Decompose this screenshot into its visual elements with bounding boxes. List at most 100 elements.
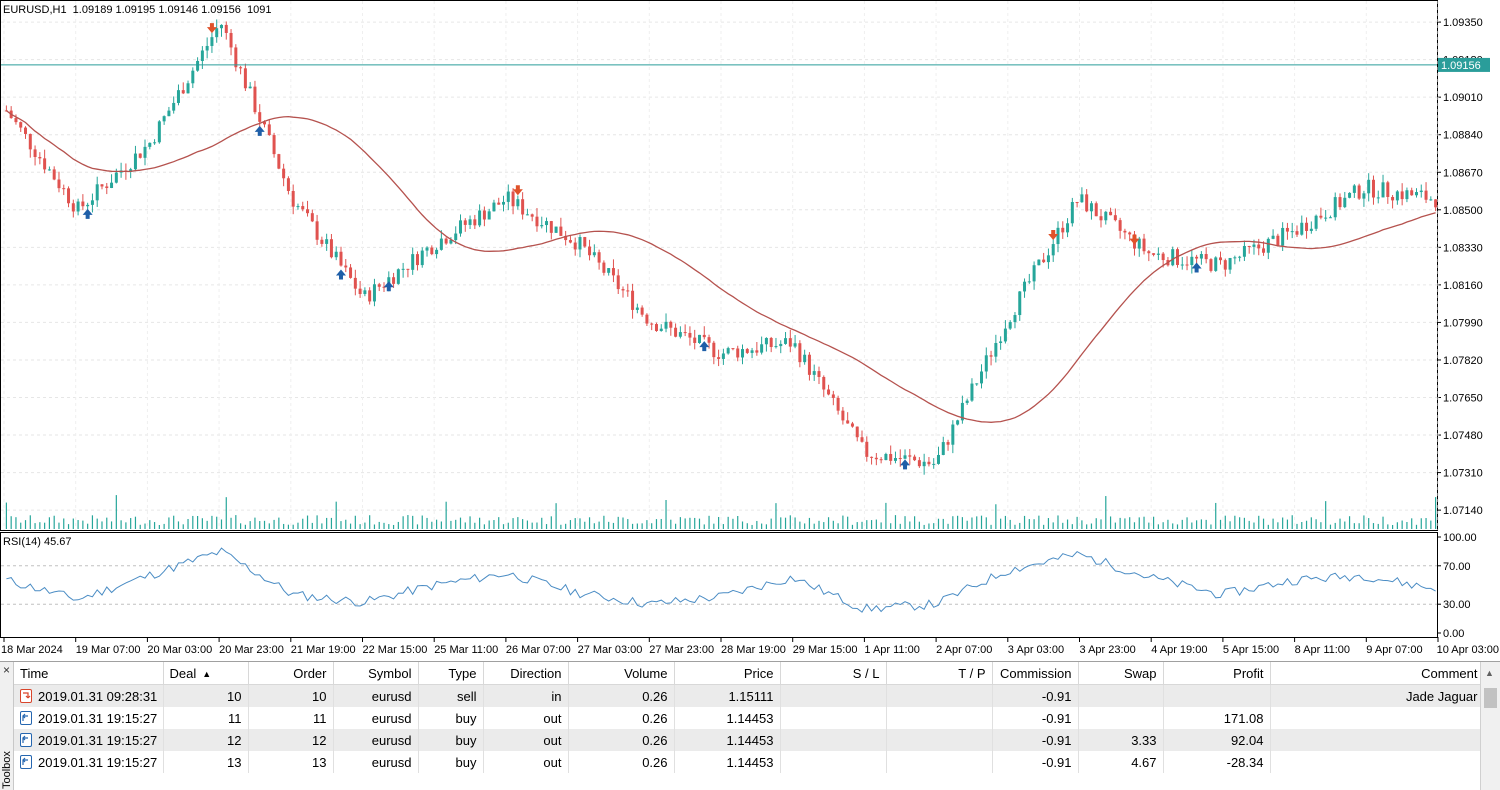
table-row[interactable]: 2019.01.31 19:15:27 11 11 eurusd buy out 0.26 1…: [14, 707, 1480, 729]
scrollbar-thumb[interactable]: [1484, 688, 1497, 708]
column-header-profit[interactable]: Profit: [1163, 662, 1271, 685]
vertical-scrollbar[interactable]: ▲: [1480, 662, 1500, 790]
price-tick-label: 1.08330: [1443, 242, 1483, 254]
candle-body: [1142, 238, 1146, 252]
candle-body: [1085, 194, 1089, 212]
cell-deal: 12: [163, 729, 249, 751]
chart-header: EURUSD,H1 1.09189 1.09195 1.09146 1.0915…: [3, 4, 271, 16]
candle-body: [879, 459, 883, 461]
candle-body: [1070, 202, 1074, 224]
candle-body: [267, 124, 271, 136]
candle-body: [502, 201, 506, 205]
candle-body: [1419, 190, 1423, 193]
candle-body: [736, 348, 740, 358]
candle-body: [372, 284, 376, 302]
rsi-line: [6, 547, 1436, 613]
cell-price: 1.14453: [674, 729, 781, 751]
close-icon[interactable]: ×: [2, 663, 10, 677]
sell-arrow-icon: [1048, 230, 1059, 241]
cell-time: 2019.01.31 19:15:27: [14, 729, 164, 751]
candle-body: [1219, 257, 1223, 261]
column-header-swap[interactable]: Swap: [1078, 662, 1164, 685]
scroll-up-icon[interactable]: ▲: [1485, 668, 1494, 678]
column-header-direction[interactable]: Direction: [483, 662, 569, 685]
candle-body: [1190, 256, 1194, 265]
price-tick-label: 1.09010: [1443, 92, 1483, 104]
buy-arrow-icon: [254, 125, 265, 136]
column-header-tp[interactable]: T / P: [886, 662, 993, 685]
column-header-volume[interactable]: Volume: [568, 662, 675, 685]
column-header-price[interactable]: Price: [674, 662, 781, 685]
candle-body: [697, 334, 701, 343]
cell-tp: [886, 751, 993, 773]
table-row[interactable]: 2019.01.31 19:15:27 12 12 eurusd buy out 0.26 1…: [14, 729, 1480, 751]
candle-body: [793, 343, 797, 347]
candle-body: [975, 383, 979, 385]
candle-body: [1405, 190, 1409, 200]
candle-body: [554, 226, 558, 233]
candle-body: [282, 168, 286, 179]
cell-swap: 4.67: [1078, 751, 1164, 773]
cell-type: sell: [418, 684, 484, 707]
candle-body: [52, 169, 56, 180]
candle-body: [1376, 197, 1380, 199]
column-header-order[interactable]: Order: [248, 662, 334, 685]
column-header-commission[interactable]: Commission: [992, 662, 1079, 685]
candle-body: [114, 172, 118, 183]
cell-swap: [1078, 707, 1164, 729]
candle-body: [19, 122, 23, 128]
column-header-sl[interactable]: S / L: [780, 662, 887, 685]
cell-volume: 0.26: [568, 684, 675, 707]
candle-body: [798, 343, 802, 363]
candle-body: [368, 290, 372, 302]
candle-body: [989, 355, 993, 357]
candle-body: [1113, 215, 1117, 221]
candle-body: [43, 158, 47, 170]
column-header-deal[interactable]: Deal ▲: [163, 662, 249, 685]
candle-body: [750, 350, 754, 353]
candle-body: [167, 110, 171, 117]
candle-body: [717, 357, 721, 359]
candle-body: [1037, 259, 1041, 266]
price-chart[interactable]: 1.093501.091801.090101.088401.086701.085…: [0, 0, 1500, 660]
column-header-symbol[interactable]: Symbol: [333, 662, 419, 685]
table-row[interactable]: 2019.01.31 09:28:31 10 10 eurusd sell in 0.26 1…: [14, 684, 1480, 707]
candle-body: [908, 455, 912, 457]
price-tick-label: 1.08670: [1443, 167, 1483, 179]
chart-canvas[interactable]: 1.093501.091801.090101.088401.086701.085…: [0, 0, 1500, 660]
candle-body: [1424, 190, 1428, 200]
candle-body: [33, 149, 37, 157]
history-table-container: Time Deal ▲ Order Symbol Type Direction V…: [14, 662, 1480, 790]
candle-body: [1338, 197, 1342, 208]
table-row[interactable]: 2019.01.31 19:15:27 13 13 eurusd buy out 0.26 1…: [14, 751, 1480, 773]
history-table: Time Deal ▲ Order Symbol Type Direction V…: [14, 662, 1480, 773]
time-tick-label: 19 Mar 07:00: [76, 644, 141, 656]
candle-body: [435, 249, 439, 255]
candle-body: [1056, 227, 1060, 245]
time-tick-label: 9 Apr 07:00: [1366, 644, 1422, 656]
candle-body: [721, 353, 725, 359]
candle-body: [349, 267, 353, 278]
candle-body: [1171, 249, 1175, 266]
candle-body: [339, 251, 343, 266]
toolbox-label: Toolbox: [1, 751, 13, 789]
time-tick-label: 5 Apr 15:00: [1223, 644, 1279, 656]
candle-body: [535, 216, 539, 227]
cell-order: 10: [248, 684, 334, 707]
current-price-label: 1.09156: [1441, 60, 1481, 72]
candle-body: [148, 142, 152, 147]
column-header-comment[interactable]: Comment: [1270, 662, 1480, 685]
column-header-time[interactable]: Time: [14, 662, 164, 685]
candle-body: [24, 127, 28, 134]
candle-body: [272, 135, 276, 155]
candle-body: [1161, 253, 1165, 261]
candle-body: [1247, 245, 1251, 247]
candle-body: [1214, 257, 1218, 271]
candle-body: [344, 265, 348, 268]
candle-body: [286, 178, 290, 191]
column-header-type[interactable]: Type: [418, 662, 484, 685]
candle-body: [62, 188, 66, 190]
cell-price: 1.14453: [674, 707, 781, 729]
candle-body: [884, 453, 888, 461]
time-tick-label: 22 Mar 15:00: [363, 644, 428, 656]
